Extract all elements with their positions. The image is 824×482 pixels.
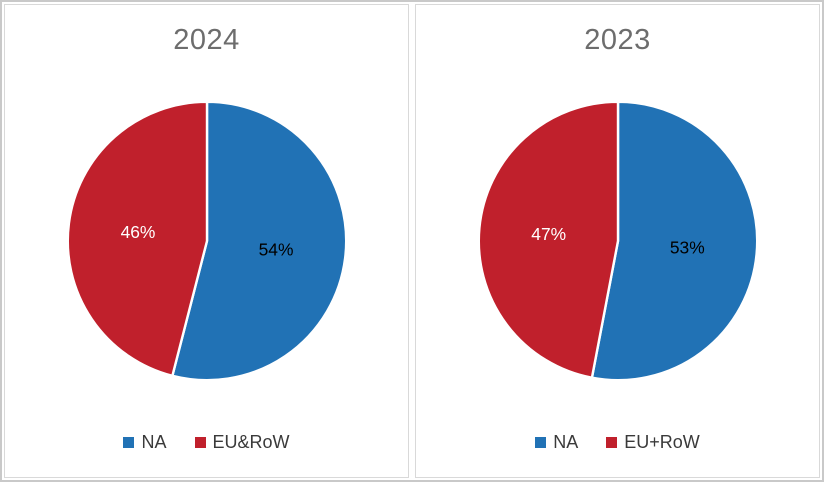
legend-label-eu-row: EU&RoW: [212, 432, 290, 452]
legend-2024: NA EU&RoW: [123, 432, 290, 453]
chart-panel-2024: 2024 54% 46% NA EU&RoW: [4, 4, 409, 478]
pie-slice-na: [170, 100, 347, 382]
legend-swatch-na: [535, 437, 547, 448]
chart-panel-2023: 2023 53% 47% NA EU+RoW: [415, 4, 820, 478]
legend-2023: NA EU+RoW: [535, 432, 700, 453]
legend-item-na: NA: [535, 432, 578, 453]
legend-label-eu-row: EU+RoW: [624, 432, 700, 452]
pie-slice-eu-row: [477, 100, 619, 379]
pie-data-label: 47%: [531, 224, 566, 244]
pie-slice-na: [590, 100, 758, 382]
legend-swatch-eu-row: [606, 437, 618, 448]
pie-chart-2024: 54% 46%: [66, 100, 347, 382]
pie-data-label: 53%: [669, 237, 704, 257]
legend-item-eu-row: EU+RoW: [606, 432, 700, 453]
pie-data-label: 54%: [258, 239, 293, 259]
legend-swatch-eu-row: [194, 437, 206, 448]
pie-chart-2023: 53% 47%: [477, 100, 758, 382]
legend-label-na: NA: [141, 432, 167, 452]
legend-item-eu-row: EU&RoW: [194, 432, 290, 453]
chart-title-2024: 2024: [173, 24, 240, 56]
chart-title-2023: 2023: [584, 24, 651, 56]
legend-swatch-na: [123, 437, 135, 448]
pie-slice-eu-row: [66, 100, 208, 377]
legend-label-na: NA: [553, 432, 579, 452]
legend-item-na: NA: [123, 432, 167, 453]
pie-data-label: 46%: [120, 222, 155, 242]
